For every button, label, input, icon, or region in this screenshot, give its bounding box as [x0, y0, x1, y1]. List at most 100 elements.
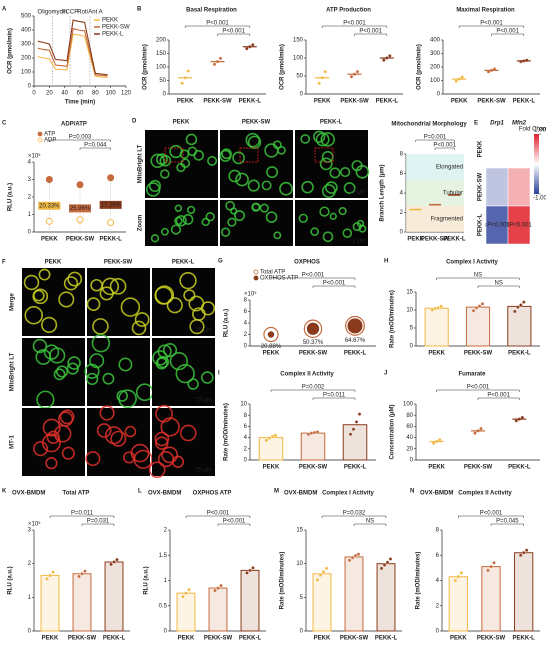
column-header: PEKK [173, 120, 190, 126]
ratio-label: 20.33% [39, 203, 60, 209]
cell [261, 180, 272, 191]
y-tick-label: 10 [406, 308, 413, 314]
x-tick-label: 60 [77, 91, 84, 97]
scale-bar-label: 10 μm [349, 190, 366, 196]
zoom-box [164, 147, 184, 163]
x-tick-label: PEKK-L [344, 465, 367, 471]
legend-label: PEKK-L [102, 32, 124, 38]
cell [155, 404, 173, 423]
significance-bracket [49, 515, 115, 518]
legend-label: ADP [44, 138, 56, 144]
axis-multiplier: ×10⁵ [28, 521, 41, 528]
x-tick-label: PEKK-L [375, 636, 398, 642]
cell-note: ↑P<0.001 [506, 223, 532, 229]
y-tick-label: 1.5 [159, 553, 168, 559]
x-tick-label: PEKK-SW [477, 99, 506, 105]
cell [175, 363, 195, 384]
cell [300, 134, 311, 144]
significance-bracket [185, 515, 251, 518]
cell [134, 312, 150, 327]
cell [266, 166, 279, 179]
cell [124, 425, 137, 438]
cell [99, 405, 115, 421]
cell [170, 224, 182, 235]
y-tick-label: 0 [410, 344, 414, 350]
column-header: PEKK-L [172, 260, 195, 266]
y-tick-label: 8 [436, 528, 440, 534]
bar [176, 592, 196, 632]
scale-bar-label: 25 μm [195, 468, 212, 474]
cell [55, 365, 69, 378]
cell [183, 289, 196, 302]
x-tick-label: PEKK [42, 636, 59, 642]
cell [179, 271, 197, 290]
significance-bracket [436, 277, 520, 280]
y-tick-label: 50 [296, 74, 303, 80]
bar [448, 576, 468, 632]
significance-label: P<0.001 [487, 393, 510, 399]
data-point [251, 43, 255, 47]
y-tick-label: 1 [28, 595, 32, 601]
axis-multiplier: ×10⁵ [28, 153, 41, 160]
significance-label: P<0.001 [359, 29, 382, 35]
series-line [37, 27, 108, 77]
cell [342, 228, 353, 238]
cell [230, 207, 238, 215]
data-point [267, 436, 272, 440]
ratio-box [69, 204, 91, 213]
x-tick-label: PEKK [428, 465, 445, 471]
data-point [436, 306, 440, 310]
data-point [187, 587, 191, 592]
significance-label: NS [494, 281, 502, 287]
cell [277, 145, 286, 155]
y-tick-label: 6 [400, 171, 404, 177]
row-label: Zoom [138, 215, 144, 231]
data-point [186, 69, 190, 73]
x-tick-label: PEKK-SW [299, 465, 328, 471]
cell [148, 179, 162, 193]
significance-bracket [217, 523, 251, 526]
cell [329, 167, 341, 179]
y-tick-label: 0 [400, 230, 404, 236]
cell [186, 205, 196, 215]
significance-label: P<0.001 [343, 21, 366, 27]
cell [352, 222, 362, 232]
x-axis-label: Time (min) [65, 100, 95, 106]
x-tick-label: PEKK [263, 351, 280, 357]
row-label: Merge [10, 293, 16, 311]
scale-bar-label: 25 μm [195, 328, 212, 334]
panel-letter: J [384, 371, 387, 377]
bar [240, 569, 260, 632]
cell [310, 227, 320, 236]
legend-swatch [37, 131, 43, 137]
cell [53, 368, 66, 381]
heat-cell [507, 167, 531, 207]
cell [104, 426, 123, 445]
cell [32, 338, 48, 354]
significance-label: P=0.045 [496, 519, 519, 525]
colorbar-label: -1.00 [533, 196, 546, 202]
significance-label: P<0.001 [222, 29, 245, 35]
data-point [382, 563, 387, 567]
data-point [385, 560, 390, 565]
data-point [312, 430, 317, 435]
injection-label: FCCP [62, 10, 78, 16]
data-point [351, 427, 356, 431]
y-axis-label: RLU (a.u.) [224, 309, 230, 337]
data-point [430, 308, 434, 312]
y-tick-label: 2 [28, 561, 32, 567]
panel-letter: B [137, 7, 142, 13]
lollipop-head [45, 217, 53, 225]
y-tick-label: 60 [406, 424, 413, 430]
legend-swatch [253, 269, 259, 275]
x-tick-label: PEKK-SW [477, 636, 506, 642]
injection-label: Oligomycin [38, 10, 68, 16]
data-point [433, 306, 437, 311]
data-point [479, 426, 483, 431]
cell [90, 278, 103, 292]
cell [320, 132, 335, 147]
data-point [212, 62, 217, 67]
y-tick-label: 100 [430, 78, 441, 84]
y-tick-label: 2 [436, 603, 440, 609]
bar [258, 437, 284, 461]
